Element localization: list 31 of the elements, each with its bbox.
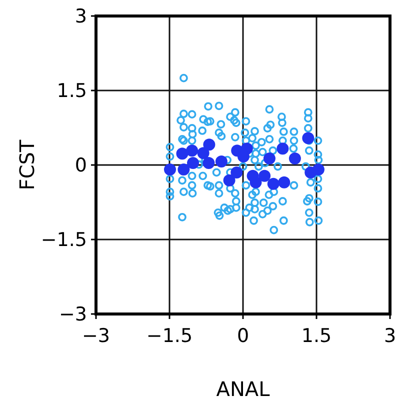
point — [276, 142, 289, 155]
point — [203, 138, 216, 151]
point — [197, 147, 210, 160]
point — [186, 144, 198, 157]
point — [302, 132, 314, 144]
point — [267, 178, 280, 190]
point — [230, 166, 243, 178]
x-axis-title: ANAL — [216, 377, 271, 401]
y-axis-title: FCST — [15, 139, 39, 190]
point — [202, 157, 215, 170]
y-tick-label: −1.5 — [40, 229, 87, 252]
point — [176, 148, 188, 160]
y-tick-label: −3 — [58, 304, 87, 326]
x-tick-label: −1.5 — [146, 325, 193, 347]
point — [263, 152, 276, 165]
point — [223, 174, 236, 186]
y-tick-label: 1.5 — [56, 80, 87, 102]
point — [178, 163, 190, 176]
point — [288, 152, 301, 165]
point — [250, 176, 262, 188]
point — [215, 156, 228, 168]
point — [164, 163, 176, 176]
y-tick-label: 3 — [74, 6, 87, 28]
point — [187, 157, 200, 170]
x-tick-label: 3 — [384, 325, 396, 347]
point — [312, 163, 324, 176]
y-tick-label: 0 — [74, 154, 87, 177]
point — [258, 170, 271, 182]
x-tick-label: 1.5 — [301, 325, 332, 347]
point — [278, 176, 290, 188]
x-tick-label: 0 — [236, 325, 250, 347]
